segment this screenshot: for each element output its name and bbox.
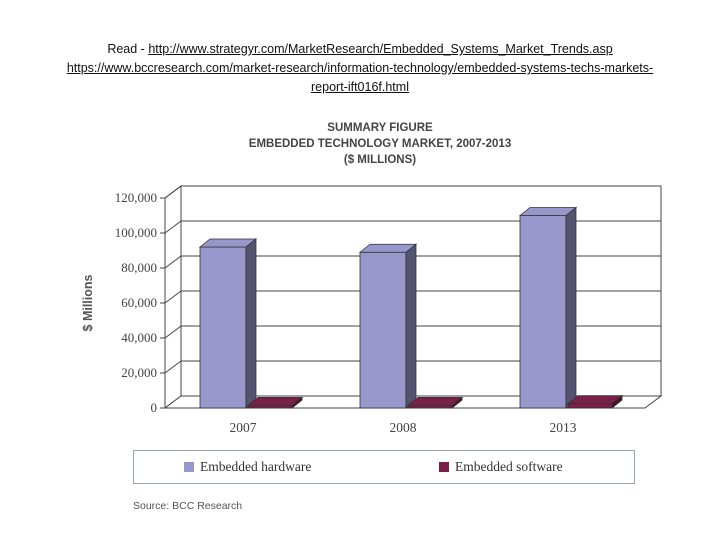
gridline-side <box>164 360 182 374</box>
figure-title-line-2: EMBEDDED TECHNOLOGY MARKET, 2007-2013 <box>248 138 512 150</box>
y-tick-label: 100,000 <box>115 225 157 240</box>
legend-swatch-hardware <box>184 462 194 472</box>
figure-title-line-1: SUMMARY FIGURE <box>327 122 433 134</box>
bar-hardware-2013 <box>519 215 567 409</box>
bar-software-2007-side <box>291 396 303 409</box>
bar-software-2008-side <box>451 396 463 409</box>
y-tick-label: 80,000 <box>121 260 157 275</box>
chart-legend: Embedded hardware Embedded software <box>133 450 635 484</box>
y-tick-label: 120,000 <box>115 190 157 205</box>
x-tick-label: 2008 <box>390 420 417 435</box>
y-tick-label: 0 <box>151 400 158 415</box>
gridline-side <box>164 185 182 199</box>
x-tick-label: 2013 <box>550 420 577 435</box>
x-tick-label: 2007 <box>230 420 257 435</box>
legend-label-hardware: Embedded hardware <box>200 459 312 474</box>
source-note: Source: BCC Research <box>133 500 243 512</box>
bar-software-2013 <box>567 403 613 409</box>
bar-hardware-2007-side <box>245 238 257 409</box>
legend-swatch-software <box>439 462 449 472</box>
y-tick-label: 40,000 <box>121 330 157 345</box>
legend-label-software: Embedded software <box>455 459 563 474</box>
bar-hardware-2007 <box>199 246 247 409</box>
header-line-2: https://www.bccresearch.com/market-resea… <box>50 59 670 97</box>
link-bccresearch[interactable]: https://www.bccresearch.com/market-resea… <box>66 61 654 94</box>
y-tick-label: 20,000 <box>121 365 157 380</box>
gridline-side <box>164 220 182 234</box>
bar-software-2013-side <box>611 394 623 409</box>
header-text: Read - http://www.strategyr.com/MarketRe… <box>0 40 720 97</box>
figure-title: SUMMARY FIGURE EMBEDDED TECHNOLOGY MARKE… <box>200 120 560 168</box>
gridline-side <box>164 325 182 339</box>
gridline-side <box>164 255 182 269</box>
legend-item-software: Embedded software <box>439 459 563 475</box>
link-strategyr[interactable]: http://www.strategyr.com/MarketResearch/… <box>148 42 613 56</box>
read-label: Read - <box>107 42 145 56</box>
bar-hardware-2008 <box>359 251 407 409</box>
bar-hardware-2008-side <box>405 243 417 409</box>
y-axis-label: $ Millions <box>81 274 95 331</box>
figure-title-line-3: ($ MILLIONS) <box>343 154 417 166</box>
bar-hardware-2013-side <box>565 206 577 409</box>
header-line-1: Read - http://www.strategyr.com/MarketRe… <box>0 40 720 59</box>
legend-item-hardware: Embedded hardware <box>184 459 311 475</box>
y-tick-label: 60,000 <box>121 295 157 310</box>
gridline-side <box>164 290 182 304</box>
